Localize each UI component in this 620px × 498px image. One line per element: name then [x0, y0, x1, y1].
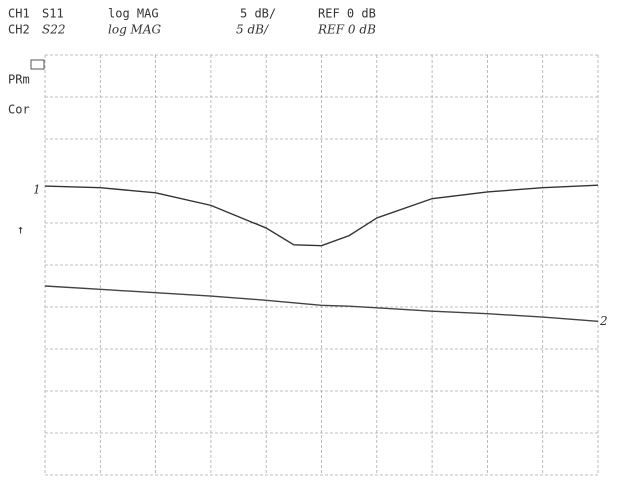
ch1-ref: REF 0 dB [318, 7, 376, 21]
trace-label: 1 [33, 183, 41, 197]
annotation: ↑ [17, 223, 24, 237]
ch1-param: S11 [42, 7, 64, 21]
ch1-label: CH1 [8, 7, 30, 21]
hp-icon [30, 59, 45, 70]
ch2-param: S22 [42, 23, 66, 37]
ch2-scale: 5 dB/ [236, 23, 270, 37]
ch2-ref: REF 0 dB [317, 23, 376, 37]
trace [44, 285, 599, 322]
ch2-label: CH2 [8, 23, 30, 37]
ch1-format: log MAG [108, 7, 159, 21]
ch1-scale: 5 dB/ [240, 7, 276, 21]
trace [44, 184, 599, 247]
trace-label: 2 [599, 314, 608, 328]
ch2-format: log MAG [108, 23, 162, 37]
annotation: Cor [8, 103, 30, 117]
annotation: PRm [8, 73, 30, 87]
